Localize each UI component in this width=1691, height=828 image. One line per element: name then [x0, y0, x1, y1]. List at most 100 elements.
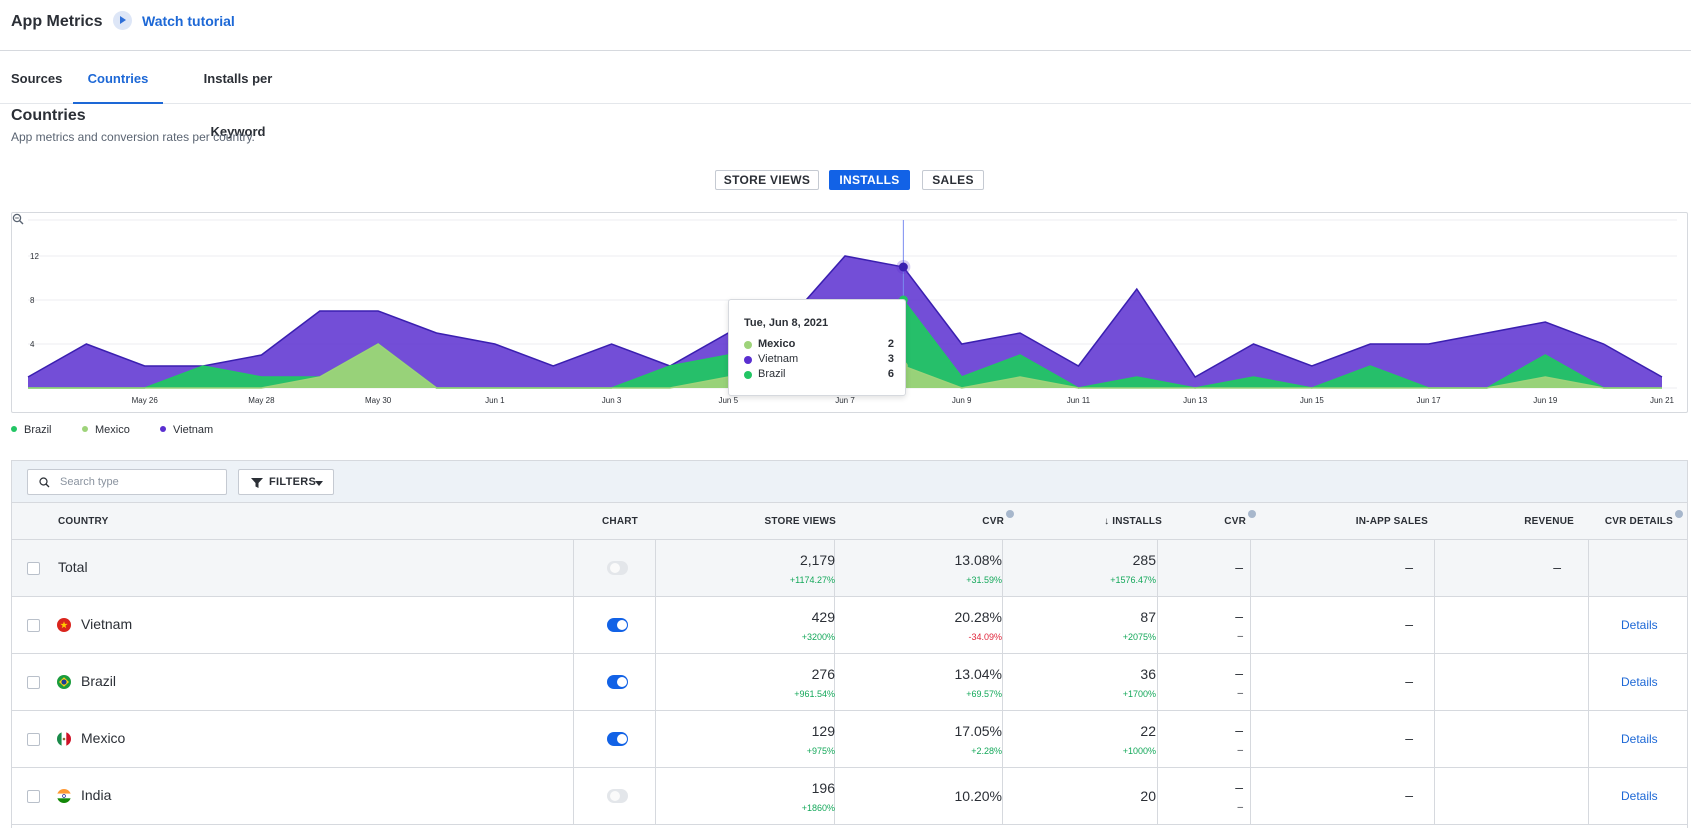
watch-tutorial-label: Watch tutorial — [142, 12, 235, 29]
tooltip-name: Mexico — [758, 338, 796, 350]
col-revenue[interactable]: REVENUE — [1524, 516, 1574, 527]
legend-item-vietnam[interactable]: Vietnam — [160, 424, 213, 436]
cell-divider — [834, 711, 835, 767]
toggle-knob — [610, 791, 620, 801]
legend-dot — [82, 426, 88, 432]
country-name: Mexico — [81, 730, 126, 746]
cell-divider — [1250, 654, 1251, 710]
installs-toggle[interactable]: INSTALLS — [829, 170, 910, 190]
chart-toggle[interactable] — [607, 618, 628, 632]
legend-label: Vietnam — [173, 424, 214, 436]
col-country[interactable]: COUNTRY — [58, 516, 109, 527]
store-views-value: 2,179 — [799, 552, 835, 568]
search-box[interactable] — [27, 469, 227, 495]
x-tick-label: Jun 5 — [718, 396, 738, 405]
legend-dot — [11, 426, 17, 432]
cell-divider — [1157, 768, 1158, 824]
in-app-sales-value: – — [1405, 730, 1413, 746]
chart-toggle[interactable] — [607, 732, 628, 746]
cell-divider — [573, 768, 574, 824]
cvr2-sub: – — [1237, 802, 1243, 813]
tab-sources[interactable]: Sources — [11, 71, 63, 86]
toggle-knob — [617, 620, 627, 630]
tooltip-value: 3 — [887, 353, 894, 365]
in-app-sales-value: – — [1405, 787, 1413, 803]
col-in-app-sales[interactable]: IN-APP SALES — [1355, 516, 1428, 527]
details-link[interactable]: Details — [1621, 732, 1658, 746]
arrow-down-icon: ↓ — [1104, 516, 1113, 527]
col-installs[interactable]: ↓ INSTALLS — [1104, 516, 1162, 527]
chart-tooltip: Tue, Jun 8, 2021 Mexico 2 Vietnam 3 Braz… — [728, 299, 906, 396]
tab-countries[interactable]: Countries — [73, 52, 163, 104]
help-circle-icon[interactable] — [1006, 510, 1014, 518]
chart-toggle[interactable] — [607, 675, 628, 689]
revenue-value: – — [1553, 559, 1561, 575]
col-cvr-2[interactable]: CVR — [1224, 510, 1256, 527]
x-tick-label: Jun 1 — [485, 396, 505, 405]
cell-divider — [655, 654, 656, 710]
cvr2-value: – — [1235, 559, 1243, 575]
in-app-sales-value: – — [1405, 616, 1413, 632]
row-checkbox[interactable] — [27, 676, 40, 689]
in-app-sales-value: – — [1405, 559, 1413, 575]
cell-divider — [573, 597, 574, 653]
tooltip-row-brazil: Brazil 6 — [744, 368, 894, 382]
cvr2-value: – — [1235, 665, 1243, 681]
legend-item-mexico[interactable]: Mexico — [82, 424, 130, 436]
details-link[interactable]: Details — [1621, 789, 1658, 803]
play-circle-icon — [113, 11, 132, 30]
legend-item-brazil[interactable]: Brazil — [11, 424, 52, 436]
col-cvr[interactable]: CVR — [982, 510, 1014, 527]
chart-toggle[interactable] — [607, 789, 628, 803]
cvr2-sub: – — [1237, 631, 1243, 642]
x-tick-label: May 28 — [248, 396, 275, 405]
country-name: Vietnam — [81, 616, 133, 632]
area-mexico — [28, 344, 1662, 388]
cell-divider — [655, 597, 656, 653]
filters-button[interactable]: FILTERS — [238, 469, 334, 495]
y-tick-label: 12 — [30, 252, 39, 261]
cell-divider — [1588, 654, 1589, 710]
tooltip-value: 6 — [887, 368, 894, 380]
col-chart: CHART — [602, 516, 638, 527]
x-tick-label: Jun 11 — [1067, 396, 1091, 405]
row-checkbox[interactable] — [27, 619, 40, 632]
cvr2-value: – — [1235, 779, 1243, 795]
toggle-knob — [617, 734, 627, 744]
tab-installs-per-keyword[interactable]: Installs per Keyword — [203, 71, 273, 139]
store-views-delta: +3200% — [801, 632, 835, 642]
table-header: COUNTRY CHART STORE VIEWS CVR ↓ INSTALLS… — [12, 503, 1687, 540]
cvr-value: 17.05% — [954, 723, 1002, 739]
watch-tutorial-link[interactable]: Watch tutorial — [113, 11, 235, 30]
col-cvr-label: CVR — [982, 516, 1004, 527]
zoom-reset-icon[interactable] — [12, 213, 24, 225]
cvr-delta: +69.57% — [966, 689, 1002, 699]
caret-down-icon — [315, 481, 323, 486]
cell-divider — [834, 597, 835, 653]
col-store-views[interactable]: STORE VIEWS — [764, 516, 836, 527]
cvr2-sub: – — [1237, 745, 1243, 756]
search-input[interactable] — [60, 474, 220, 490]
cell-divider — [834, 768, 835, 824]
cell-divider — [573, 540, 574, 596]
cvr-value: 10.20% — [954, 788, 1002, 804]
cell-divider — [1434, 654, 1435, 710]
row-checkbox[interactable] — [27, 733, 40, 746]
india-flag-icon — [57, 789, 71, 803]
cvr-delta: +31.59% — [966, 575, 1002, 585]
row-checkbox[interactable] — [27, 562, 40, 575]
details-link[interactable]: Details — [1621, 675, 1658, 689]
sales-toggle[interactable]: SALES — [922, 170, 984, 190]
store-views-value: 276 — [811, 666, 835, 682]
help-circle-icon[interactable] — [1248, 510, 1256, 518]
cvr2-value: – — [1235, 722, 1243, 738]
help-circle-icon[interactable] — [1675, 510, 1683, 518]
details-link[interactable]: Details — [1621, 618, 1658, 632]
row-checkbox[interactable] — [27, 790, 40, 803]
chart-toggle[interactable] — [607, 561, 628, 575]
line-vietnam — [27, 255, 1663, 378]
store-views-toggle[interactable]: STORE VIEWS — [715, 170, 819, 190]
country-name: Brazil — [81, 673, 117, 689]
cell-divider — [1002, 711, 1003, 767]
legend-label: Mexico — [95, 424, 130, 436]
